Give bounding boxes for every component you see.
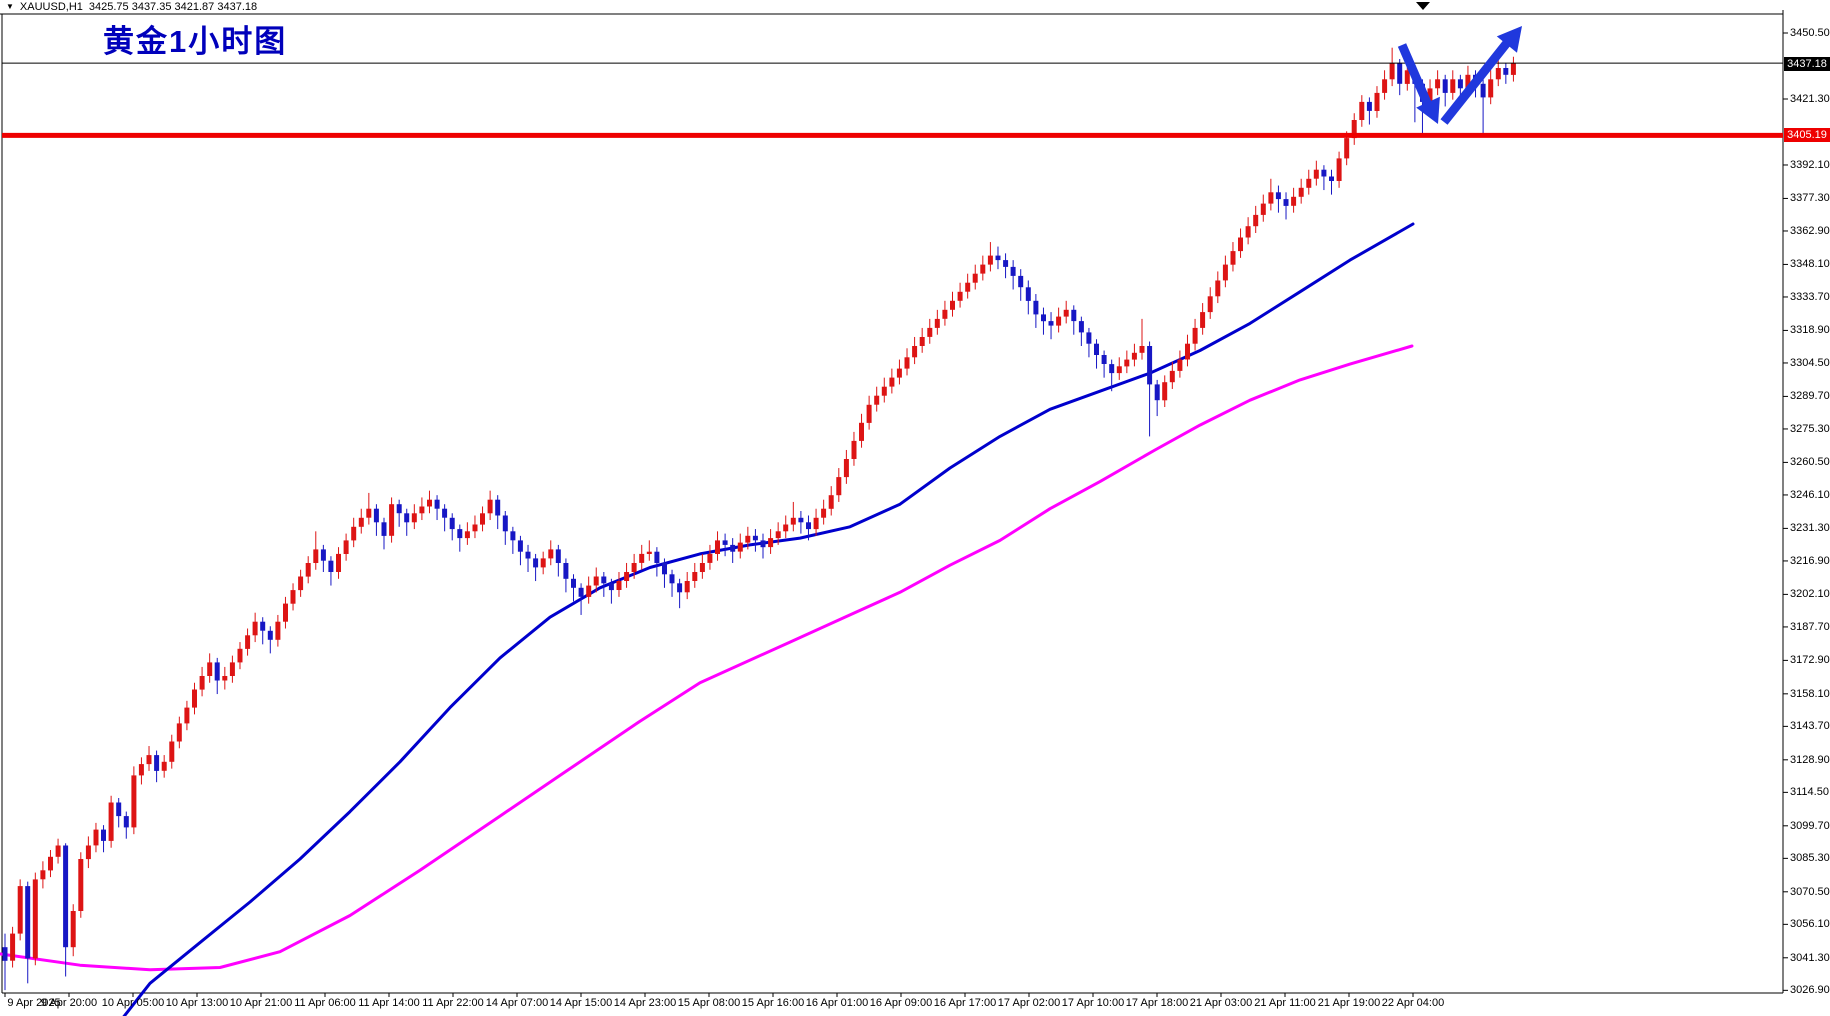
- price-tick-label: 3231.30: [1790, 522, 1830, 534]
- price-tick-label: 3099.70: [1790, 820, 1830, 832]
- time-tick-label: 14 Apr 07:00: [485, 997, 549, 1009]
- time-tick-label: 17 Apr 02:00: [997, 997, 1061, 1009]
- price-tick-label: 3377.30: [1790, 192, 1830, 204]
- price-tick-label: 3143.70: [1790, 720, 1830, 732]
- time-tick-label: 10 Apr 05:00: [101, 997, 165, 1009]
- time-tick-label: 11 Apr 06:00: [294, 997, 356, 1009]
- time-tick-label: 22 Apr 04:00: [1381, 997, 1445, 1009]
- price-tick-label: 3362.90: [1790, 225, 1830, 237]
- price-tick-label: 3128.90: [1790, 754, 1830, 766]
- time-tick-label: 11 Apr 14:00: [358, 997, 420, 1009]
- price-tick-label: 3421.30: [1790, 93, 1830, 105]
- price-tick-label: 3246.10: [1790, 489, 1830, 501]
- time-tick-label: 16 Apr 17:00: [933, 997, 997, 1009]
- price-tick-label: 3304.50: [1790, 357, 1830, 369]
- time-tick-label: 10 Apr 21:00: [229, 997, 293, 1009]
- time-tick-label: 10 Apr 13:00: [165, 997, 229, 1009]
- price-tick-label: 3216.90: [1790, 555, 1830, 567]
- price-tick-label: 3158.10: [1790, 688, 1830, 700]
- time-tick-label: 16 Apr 09:00: [869, 997, 933, 1009]
- price-tick-label: 3114.50: [1790, 786, 1829, 798]
- time-tick-label: 11 Apr 22:00: [422, 997, 484, 1009]
- price-tick-label: 3450.50: [1790, 27, 1830, 39]
- time-tick-label: 9 Apr 2025: [7, 997, 61, 1009]
- price-tick-label: 3202.10: [1790, 588, 1830, 600]
- symbol-header: ▼ XAUUSD,H1 3425.75 3437.35 3421.87 3437…: [0, 0, 1830, 13]
- price-tick-label: 3260.50: [1790, 456, 1830, 468]
- time-tick-label: 17 Apr 18:00: [1125, 997, 1189, 1009]
- symbol-period-label: XAUUSD,H1: [19, 0, 83, 13]
- time-tick-label: 15 Apr 08:00: [677, 997, 741, 1009]
- time-tick-label: 14 Apr 15:00: [549, 997, 613, 1009]
- price-tick-label: 3275.30: [1790, 423, 1830, 435]
- chart-title-annotation[interactable]: 黄金1小时图: [103, 24, 288, 59]
- time-tick-label: 21 Apr 03:00: [1189, 997, 1253, 1009]
- ohlc-readout: 3425.75 3437.35 3421.87 3437.18: [88, 0, 258, 13]
- price-tick-label: 3392.10: [1790, 159, 1830, 171]
- time-tick-label: 15 Apr 16:00: [741, 997, 805, 1009]
- price-tick-label: 3041.30: [1790, 952, 1830, 964]
- price-tick-label: 3070.50: [1790, 886, 1830, 898]
- current-price-badge: 3437.18: [1784, 57, 1830, 71]
- time-tick-label: 9 Apr 20:00: [40, 997, 98, 1009]
- price-tick-label: 3026.90: [1790, 984, 1830, 996]
- price-tick-label: 3289.70: [1790, 390, 1830, 402]
- time-tick-label: 21 Apr 19:00: [1317, 997, 1381, 1009]
- symbol-dropdown-icon[interactable]: ▼: [6, 1, 14, 11]
- price-tick-label: 3056.10: [1790, 918, 1830, 930]
- time-tick-label: 16 Apr 01:00: [805, 997, 869, 1009]
- time-tick-label: 21 Apr 11:00: [1254, 997, 1316, 1009]
- price-tick-label: 3187.70: [1790, 621, 1830, 633]
- time-tick-label: 14 Apr 23:00: [613, 997, 677, 1009]
- price-tick-label: 3085.30: [1790, 852, 1830, 864]
- price-tick-label: 3333.70: [1790, 291, 1830, 303]
- price-tick-label: 3348.10: [1790, 258, 1830, 270]
- time-tick-label: 17 Apr 10:00: [1061, 997, 1125, 1009]
- price-tick-label: 3318.90: [1790, 324, 1830, 336]
- price-tick-label: 3172.90: [1790, 654, 1830, 666]
- resistance-price-badge: 3405.19: [1784, 128, 1830, 142]
